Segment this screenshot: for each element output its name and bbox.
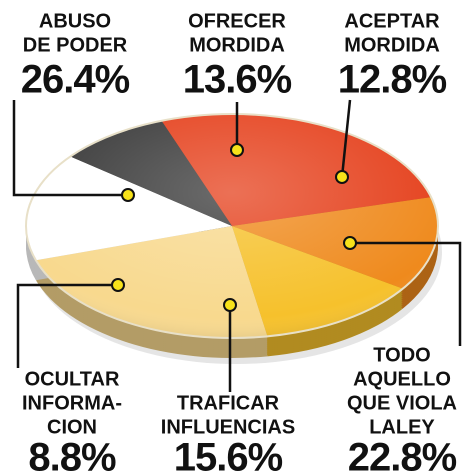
value-label: 15.6% (174, 436, 283, 476)
category-label: TODO (373, 344, 430, 366)
pie-gloss (25, 113, 439, 339)
leader-dot (121, 188, 135, 202)
category-label: INFLUENCIAS (161, 416, 295, 438)
leader-line (350, 241, 462, 346)
category-label: AQUELLO (353, 368, 451, 390)
leader-dot (230, 143, 244, 157)
category-label: DE PODER (23, 34, 128, 56)
category-label: LALEY (369, 416, 435, 438)
leader-dot (223, 298, 237, 312)
leader-line (340, 99, 352, 178)
category-label: MORDIDA (189, 34, 285, 56)
category-label: ACEPTAR (344, 10, 440, 32)
value-label: 26.4% (21, 58, 130, 102)
category-label: ABUSO (39, 10, 111, 32)
category-label: INFORMA- (22, 392, 122, 414)
category-label: TRAFICAR (177, 392, 280, 414)
leader-line (16, 283, 118, 368)
category-label: OFRECER (188, 10, 286, 32)
leader-dot (343, 236, 357, 250)
category-label: MORDIDA (344, 34, 440, 56)
category-label: CION (47, 416, 97, 438)
leader-line (12, 100, 128, 197)
leader-dot (335, 170, 349, 184)
leader-dot (111, 278, 125, 292)
value-label: 22.8% (348, 436, 457, 476)
category-label: QUE VIOLA (347, 392, 457, 414)
value-label: 13.6% (183, 58, 292, 102)
value-label: 8.8% (28, 436, 116, 476)
value-label: 12.8% (338, 58, 447, 102)
category-label: OCULTAR (25, 368, 120, 390)
